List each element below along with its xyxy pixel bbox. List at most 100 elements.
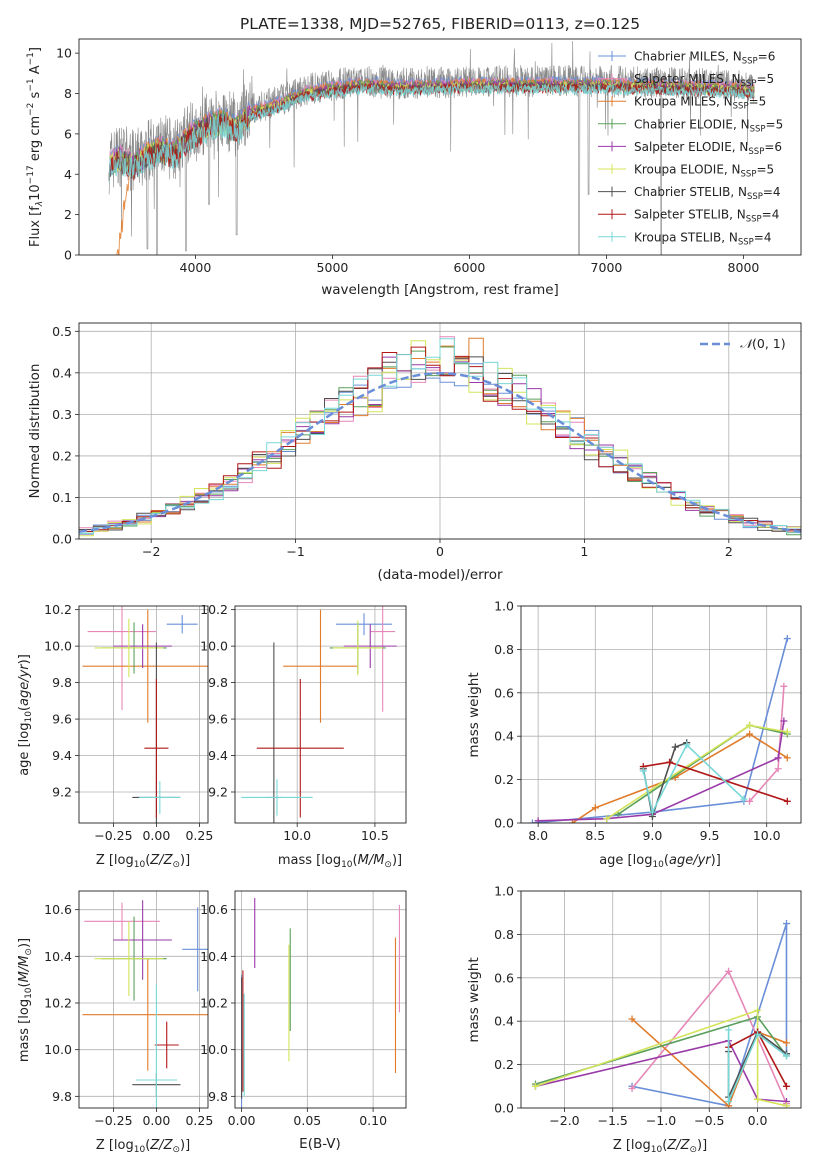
mass-ylabel: mass [log10(M/M⊙)] — [17, 938, 34, 1062]
axes-frame — [234, 890, 407, 1109]
y-tick-label: 0.4 — [52, 365, 72, 380]
data-point — [746, 797, 754, 805]
model-spectrum — [108, 83, 755, 183]
z-xlabel: Z [log10(Z/Z⊙)] — [613, 1138, 707, 1155]
legend-label: Kroupa STELIB, NSSP=4 — [634, 230, 772, 247]
x-tick-label: 0.00 — [142, 828, 170, 843]
data-point — [639, 767, 647, 775]
x-tick-label: 5000 — [317, 260, 349, 275]
series-line — [535, 1009, 787, 1107]
y-tick-label: 0.8 — [494, 642, 514, 657]
data-point — [740, 795, 748, 803]
legend-label: Salpeter ELODIE, NSSP=6 — [634, 140, 782, 157]
data-point — [628, 1015, 636, 1023]
x-tick-label: −0.25 — [94, 1113, 132, 1128]
histogram-steps — [79, 338, 801, 534]
y-tick-label: 0.2 — [494, 1057, 514, 1072]
mass-vs-ebv-panel: 0.00 0.05 0.10 9.8 10.0 10.2 10.4 10.6 — [200, 890, 407, 1128]
y-tick-label: 9.8 — [208, 675, 228, 690]
x-tick-label: −1.0 — [646, 1113, 676, 1128]
x-tick-label: 7000 — [591, 260, 623, 275]
y-tick-label: 10.2 — [200, 996, 228, 1011]
legend-label: Salpeter MILES, NSSP=5 — [634, 72, 774, 89]
x-tick-label: 8.0 — [528, 828, 548, 843]
x-tick-label: −0.5 — [694, 1113, 724, 1128]
x-tick-label: 4000 — [180, 260, 212, 275]
y-tick-label: 10.0 — [44, 1042, 72, 1057]
model-spectrum — [108, 82, 755, 182]
data-point — [754, 1095, 762, 1103]
data-point — [725, 1026, 733, 1034]
data-point — [783, 920, 791, 928]
y-tick-label: 9.2 — [52, 785, 72, 800]
x-tick-label: 8000 — [728, 260, 760, 275]
y-tick-label: 0.3 — [52, 407, 72, 422]
x-tick-label: 9.5 — [700, 828, 720, 843]
e-bv-xlabel: E(B-V) — [299, 1136, 341, 1152]
y-tick-label: 0.5 — [52, 324, 72, 339]
series-line — [727, 1029, 787, 1102]
axes-frame — [234, 605, 407, 824]
data-point — [754, 1030, 762, 1038]
y-tick-label: 10.6 — [44, 902, 72, 917]
data-point — [783, 1039, 791, 1047]
y-tick-label: 0.6 — [494, 685, 514, 700]
y-tick-label: 9.8 — [52, 675, 72, 690]
spectrum-title: PLATE=1338, MJD=52765, FIBERID=0113, z=0… — [240, 15, 640, 33]
x-tick-label: 8.5 — [585, 828, 605, 843]
mass-weight-z-panel: −2.0 −1.5 −1.0 −0.5 0.0 0.0 0.2 0.4 0.6 0.8 1.0 — [494, 884, 802, 1128]
age-ylabel: age [log10(age/yr)] — [17, 654, 34, 776]
y-tick-label: 10.0 — [200, 639, 228, 654]
y-tick-label: 9.6 — [208, 712, 228, 727]
z-xlabel: Z [log10(Z/Z⊙)] — [96, 1138, 190, 1155]
y-tick-label: 9.6 — [52, 712, 72, 727]
x-tick-label: −2 — [142, 544, 160, 559]
data-point — [746, 730, 754, 738]
x-tick-label: −1 — [286, 544, 304, 559]
y-tick-label: 0.4 — [494, 1014, 514, 1029]
x-tick-label: 0.00 — [142, 1113, 170, 1128]
y-tick-label: 10.0 — [44, 639, 72, 654]
series-line — [642, 743, 745, 815]
y-tick-label: 9.8 — [208, 1089, 228, 1104]
plot-area — [528, 635, 791, 823]
mass-weight-age-ylabel: mass weight — [466, 672, 482, 757]
plot-area — [79, 336, 801, 537]
x-tick-label: −1.5 — [598, 1113, 628, 1128]
y-tick-label: 0.0 — [52, 532, 72, 547]
series-line — [532, 638, 789, 823]
data-point — [628, 1084, 636, 1092]
y-tick-label: 2 — [64, 207, 72, 222]
x-tick-label: 0.25 — [185, 1113, 213, 1128]
data-point — [774, 765, 782, 773]
data-point — [591, 804, 599, 812]
x-tick-label: 1 — [580, 544, 588, 559]
data-point — [648, 808, 656, 816]
y-tick-label: 10.2 — [44, 996, 72, 1011]
data-point — [754, 1006, 762, 1014]
data-point — [666, 758, 674, 766]
axes-frame — [78, 38, 802, 256]
y-tick-label: 10.4 — [44, 949, 72, 964]
y-tick-label: 9.2 — [208, 785, 228, 800]
y-tick-label: 10.4 — [200, 949, 228, 964]
spectrum-legend: Chabrier MILES, NSSP=6 Salpeter MILES, NS… — [598, 50, 783, 247]
x-tick-label: −2.0 — [549, 1113, 579, 1128]
data-point — [783, 1052, 791, 1060]
data-point — [780, 682, 788, 690]
x-tick-label: 0.00 — [228, 1113, 256, 1128]
y-tick-label: 0 — [64, 248, 72, 263]
legend-label: 𝒩(0, 1) — [740, 336, 786, 351]
y-tick-label: 9.4 — [208, 748, 228, 763]
y-tick-label: 0.8 — [494, 927, 514, 942]
data-point — [783, 754, 791, 762]
y-tick-label: 6 — [64, 126, 72, 141]
series-line — [535, 1039, 787, 1103]
y-tick-label: 0.2 — [494, 772, 514, 787]
data-point — [783, 635, 791, 643]
y-tick-label: 9.8 — [52, 1089, 72, 1104]
mass-xlabel: mass [log10(M/M⊙)] — [278, 853, 402, 870]
data-point — [603, 815, 611, 823]
mass-vs-z-panel: −0.25 0.00 0.25 9.8 10.0 10.2 10.4 10.6 Z [log10… — [17, 890, 213, 1155]
